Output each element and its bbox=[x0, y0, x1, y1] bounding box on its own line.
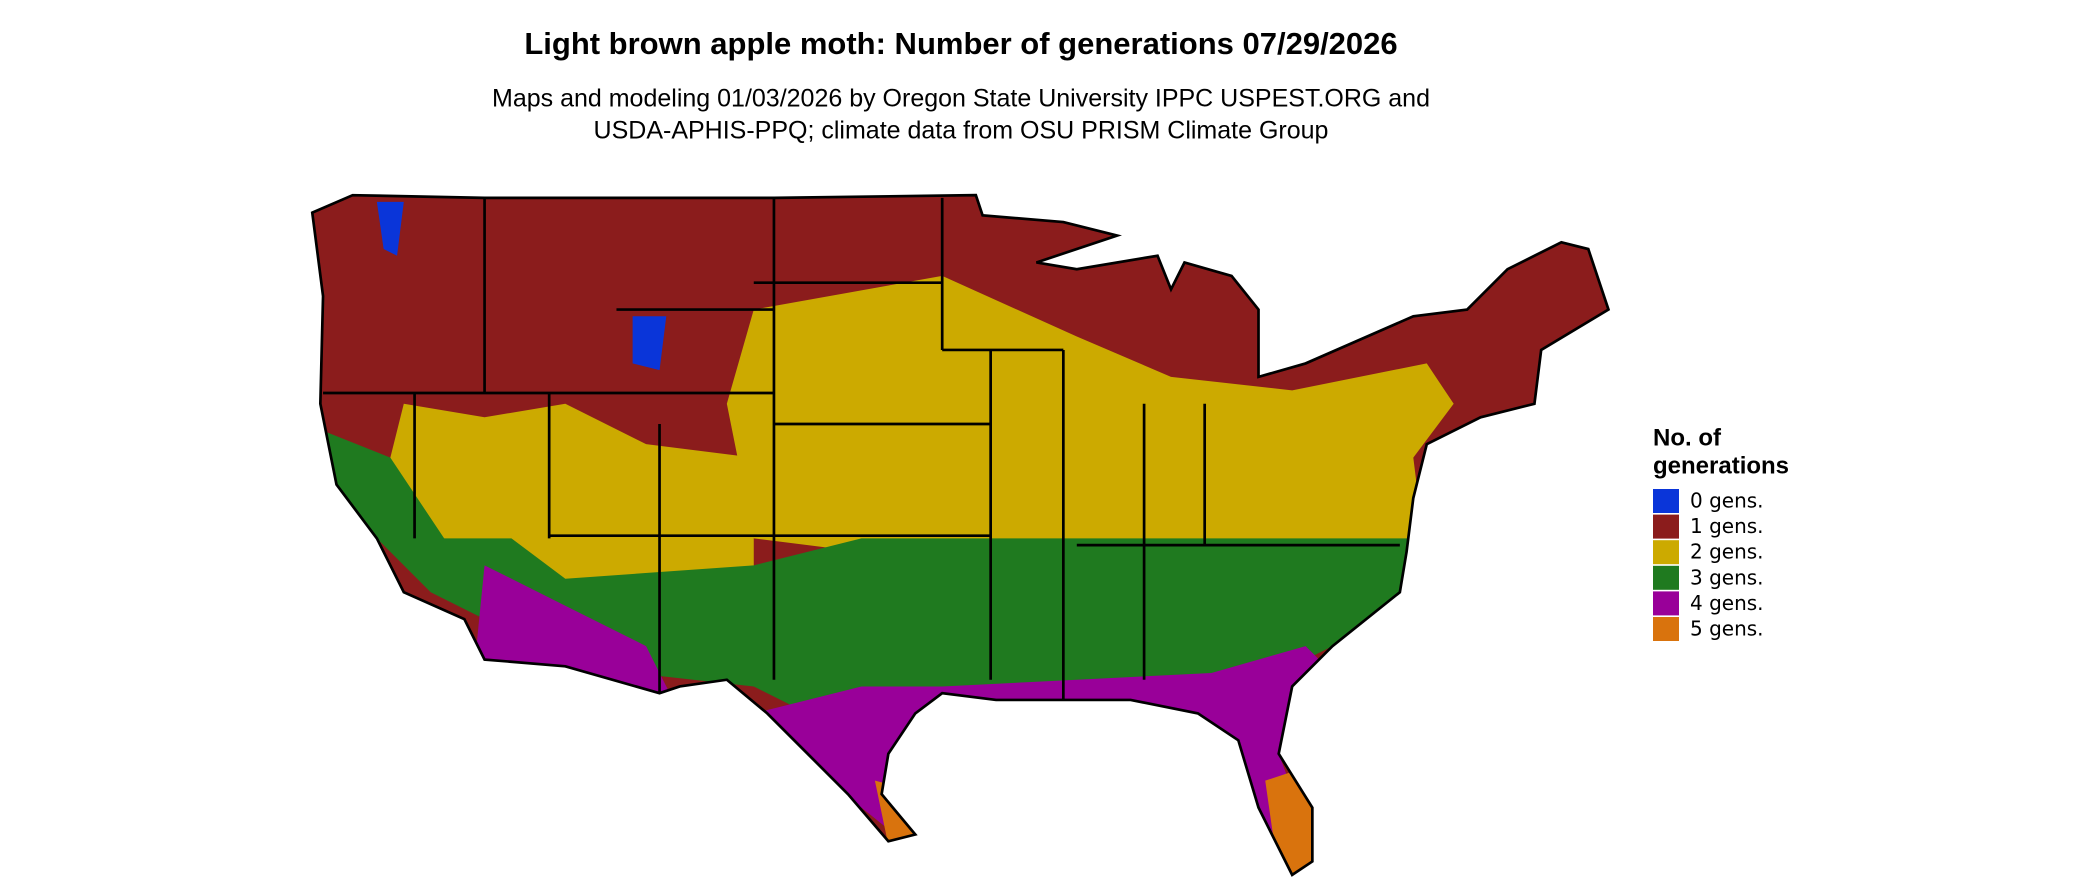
borders bbox=[310, 193, 1611, 877]
legend-label: 4 gens. bbox=[1690, 591, 1764, 615]
legend-swatch bbox=[1653, 617, 1679, 641]
legend-swatch bbox=[1653, 565, 1679, 590]
legend-label: 2 gens. bbox=[1690, 540, 1764, 564]
map bbox=[310, 193, 1611, 877]
legend: No. of generations 0 gens.1 gens.2 gens.… bbox=[1653, 424, 1789, 641]
zone bbox=[632, 316, 667, 371]
legend-swatch bbox=[1653, 540, 1679, 565]
legend-swatch bbox=[1653, 489, 1679, 513]
legend-swatch bbox=[1653, 514, 1679, 539]
legend-title: generations bbox=[1653, 452, 1789, 479]
legend-label: 3 gens. bbox=[1690, 565, 1764, 589]
zone bbox=[726, 275, 1454, 566]
legend-label: 0 gens. bbox=[1690, 489, 1764, 513]
legend-title: No. of bbox=[1653, 424, 1722, 451]
subtitle: USDA-APHIS-PPQ; climate data from OSU PR… bbox=[594, 117, 1329, 145]
legend-label: 5 gens. bbox=[1690, 617, 1764, 641]
legend-swatch bbox=[1653, 591, 1679, 616]
subtitle: Maps and modeling 01/03/2026 by Oregon S… bbox=[492, 85, 1430, 113]
zone bbox=[376, 201, 404, 256]
legend-label: 1 gens. bbox=[1690, 514, 1764, 538]
zone bbox=[1265, 767, 1326, 875]
map-title: Light brown apple moth: Number of genera… bbox=[524, 26, 1397, 61]
